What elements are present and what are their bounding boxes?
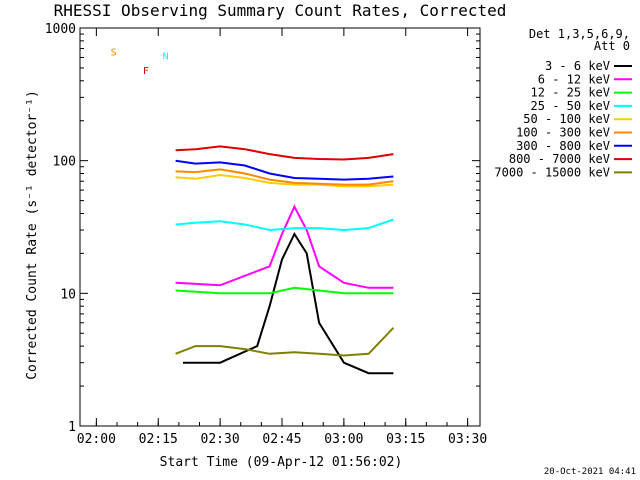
legend-entry-label: 12 - 25 keV — [531, 86, 610, 100]
x-tick-label: 02:45 — [262, 432, 301, 447]
x-tick-label: 02:15 — [139, 432, 178, 447]
legend-entry-label: 3 - 6 keV — [545, 59, 610, 73]
series-line-7000-15000-kev — [175, 327, 395, 357]
x-tick-label: 03:00 — [324, 432, 363, 447]
legend-entry-label: 300 - 800 keV — [516, 139, 610, 153]
footer-timestamp: 20-Oct-2021 04:41 — [544, 467, 636, 477]
flag-label-n: N — [163, 51, 169, 62]
y-tick-label: 100 — [53, 155, 76, 170]
y-tick-label: 1 — [68, 420, 76, 435]
x-axis-label: Start Time (09-Apr-12 01:56:02) — [160, 455, 403, 470]
series-line-100-300-kev — [175, 168, 394, 186]
series-line-12-25-kev — [175, 286, 394, 295]
legend-entry-label: 7000 - 15000 keV — [494, 165, 610, 179]
legend-entry-label: 100 - 300 keV — [516, 126, 610, 140]
y-axis-label: Corrected Count Rate (s⁻¹ detector⁻¹) — [25, 90, 40, 380]
x-tick-label: 03:30 — [448, 432, 487, 447]
legend-header-line-2: Att 0 — [594, 39, 630, 53]
plot-area: S N F — [79, 27, 481, 427]
series-line-300-800-kev — [175, 159, 394, 181]
series-line-25-50-kev — [175, 218, 394, 232]
plot-frame — [79, 27, 481, 427]
series-line-6-12-kev — [175, 204, 394, 289]
x-tick-label: 02:30 — [201, 432, 240, 447]
y-tick-label: 10 — [60, 287, 76, 302]
chart-title: RHESSI Observing Summary Count Rates, Co… — [54, 1, 507, 20]
series-line-50-100-kev — [175, 173, 394, 188]
x-tick-label: 02:00 — [77, 432, 116, 447]
flag-label-s: S — [111, 48, 117, 59]
legend-entry-label: 800 - 7000 keV — [509, 152, 610, 166]
flag-label-f: F — [143, 66, 149, 77]
legend-header-line-1: Det 1,3,5,6,9, — [529, 27, 630, 41]
series-line-3-6-kev — [183, 231, 394, 375]
legend-entry-label: 6 - 12 keV — [538, 72, 610, 86]
legend-entry-label: 25 - 50 keV — [531, 99, 610, 113]
x-tick-label: 03:15 — [386, 432, 425, 447]
y-tick-label: 1000 — [45, 22, 76, 37]
legend-entry-label: 50 - 100 keV — [523, 112, 610, 126]
series-line-800-7000-kev — [175, 145, 394, 161]
